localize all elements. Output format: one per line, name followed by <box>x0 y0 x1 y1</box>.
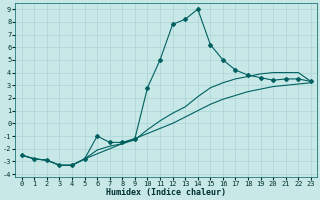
X-axis label: Humidex (Indice chaleur): Humidex (Indice chaleur) <box>106 188 226 197</box>
